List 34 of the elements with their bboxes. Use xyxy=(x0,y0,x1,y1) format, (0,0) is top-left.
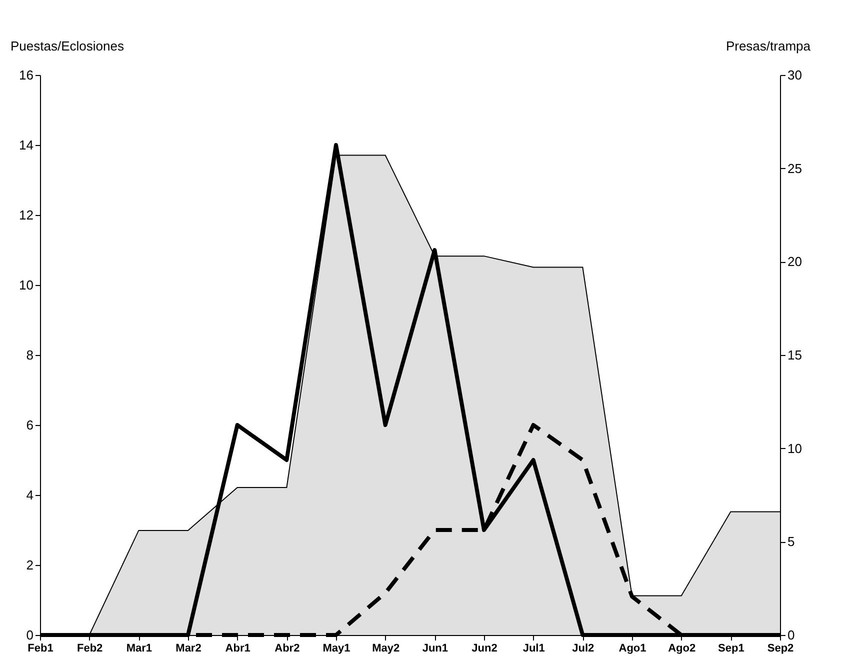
y2-tick-label: 20 xyxy=(788,254,802,270)
x-tick-label: Abr2 xyxy=(274,642,300,654)
x-tick-label: Mar1 xyxy=(126,642,152,654)
x-tick-label: Abr1 xyxy=(225,642,250,654)
y-axis-title: Puestas/Eclosiones xyxy=(10,38,124,54)
y-tick-label: 6 xyxy=(26,418,34,432)
x-tick-label: Jun1 xyxy=(422,642,448,654)
y-tick-label: 8 xyxy=(26,348,34,362)
x-tick-label: May1 xyxy=(322,642,350,654)
y2-tick-label: 10 xyxy=(788,440,802,456)
y2-tick-label: 30 xyxy=(788,68,802,82)
x-tick-label: Feb2 xyxy=(76,642,103,654)
x-tick-label: Sep1 xyxy=(718,642,744,654)
x-tick-label: Sep2 xyxy=(767,642,794,654)
y-tick-label: 0 xyxy=(26,628,34,642)
x-tick-label: Ago2 xyxy=(668,642,696,654)
x-tick-label: Jun2 xyxy=(472,642,498,654)
y-tick-label: 14 xyxy=(19,138,34,152)
x-tick-label: Mar2 xyxy=(176,642,202,654)
y2-tick-label: 5 xyxy=(788,534,795,550)
x-tick-label: Jul1 xyxy=(522,642,545,654)
x-tick-label: Jul2 xyxy=(572,642,594,654)
y-tick-label: 2 xyxy=(26,558,34,572)
y-tick-label: 12 xyxy=(19,208,34,222)
y2-tick-label: 15 xyxy=(788,348,802,362)
y2-tick-label: 25 xyxy=(788,160,802,176)
y-tick-label: 16 xyxy=(19,68,34,82)
x-tick-label: Feb1 xyxy=(28,642,54,654)
y2-tick-label: 0 xyxy=(788,628,795,642)
y-tick-label: 4 xyxy=(26,488,34,502)
y2-axis-title: Presas/trampa xyxy=(726,38,812,54)
x-tick-label: Ago1 xyxy=(618,642,646,654)
x-tick-label: May2 xyxy=(372,642,400,654)
y-tick-label: 10 xyxy=(19,278,34,292)
